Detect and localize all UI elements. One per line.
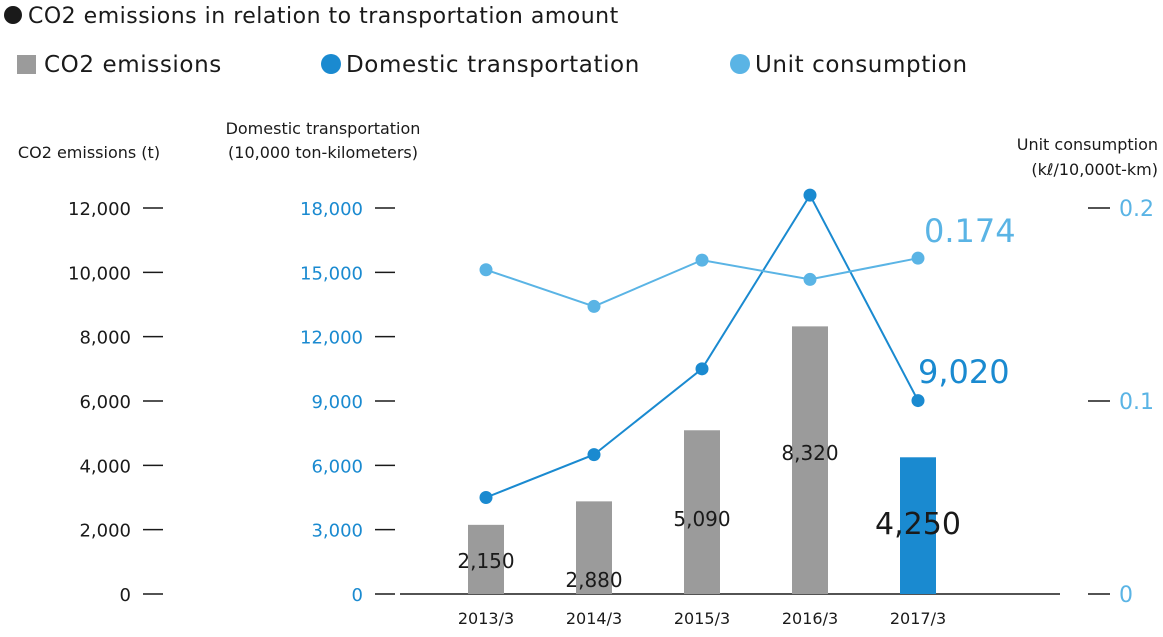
- point-unit: [695, 253, 709, 267]
- bar-labels: 2,150 2,880 5,090 8,320 4,250: [457, 441, 961, 592]
- domestic-last-value-label: 9,020: [918, 353, 1010, 391]
- bar-co2-2016-3: [792, 326, 828, 594]
- left-axis-tick-label: 6,000: [79, 392, 131, 413]
- middle-axis-tick-label: 12,000: [300, 328, 363, 349]
- bar-value-label: 4,250: [875, 507, 961, 542]
- bar-co2-2013-3: [468, 524, 504, 594]
- legend-label-co2: CO2 emissions: [44, 52, 222, 78]
- x-axis-category-label: 2013/3: [458, 609, 514, 628]
- left-axis-tick-label: 0: [120, 585, 131, 606]
- point-unit: [587, 299, 601, 313]
- bar-co2-2015-3: [684, 430, 720, 594]
- bar-co2-2017-3: [900, 457, 936, 594]
- middle-axis-tick-label: 0: [352, 585, 363, 606]
- middle-axis-tick-label: 18,000: [300, 199, 363, 220]
- x-axis-category-label: 2016/3: [782, 609, 838, 628]
- right-axis-tick-label: 0: [1119, 583, 1133, 608]
- legend-swatch-co2: [17, 55, 36, 74]
- point-unit: [911, 251, 925, 265]
- point-unit: [803, 272, 817, 286]
- left-axis-tick-label: 2,000: [79, 521, 131, 542]
- chart-title-group: CO2 emissions in relation to transportat…: [4, 4, 619, 29]
- chart-title: CO2 emissions in relation to transportat…: [28, 4, 619, 29]
- callout-labels: 9,020 0.174: [918, 212, 1016, 391]
- legend-label-domestic: Domestic transportation: [346, 52, 640, 78]
- left-axis-tick-label: 8,000: [79, 328, 131, 349]
- legend-swatch-domestic: [321, 54, 341, 74]
- point-domestic: [911, 394, 925, 408]
- middle-axis-title-line1: Domestic transportation: [226, 119, 421, 138]
- middle-axis-tick-label: 3,000: [311, 521, 363, 542]
- x-axis-category-label: 2014/3: [566, 609, 622, 628]
- title-bullet: [4, 6, 22, 24]
- bar-series-co2: [468, 326, 936, 594]
- middle-axis-title-line2: (10,000 ton-kilometers): [228, 143, 418, 162]
- bar-value-label: 2,880: [565, 568, 622, 592]
- middle-axis: 0 3,000 6,000 9,000 12,000 15,000 18,000: [300, 199, 395, 606]
- middle-axis-tick-label: 9,000: [311, 392, 363, 413]
- left-axis-tick-label: 10,000: [68, 263, 131, 284]
- bar-value-label: 5,090: [673, 507, 730, 531]
- right-axis-title-line2: (kℓ/10,000t-km): [1031, 160, 1158, 179]
- legend: CO2 emissions Domestic transportation Un…: [17, 52, 968, 78]
- legend-swatch-unit: [730, 54, 750, 74]
- x-axis-category-label: 2015/3: [674, 609, 730, 628]
- line-series-domestic: [479, 188, 925, 504]
- right-axis-tick-label: 0.2: [1119, 197, 1154, 222]
- right-axis: 0 0.1 0.2: [1088, 197, 1154, 608]
- middle-axis-tick-label: 15,000: [300, 263, 363, 284]
- line-series-unit: [479, 251, 925, 313]
- right-axis-title-line1: Unit consumption: [1017, 135, 1158, 154]
- middle-axis-tick-label: 6,000: [311, 456, 363, 477]
- point-unit: [479, 263, 493, 277]
- bar-co2-2014-3: [576, 501, 612, 594]
- left-axis-tick-label: 12,000: [68, 199, 131, 220]
- left-axis-title: CO2 emissions (t): [18, 143, 160, 162]
- point-domestic: [803, 188, 817, 202]
- left-axis: 0 2,000 4,000 6,000 8,000 10,000 12,000: [68, 199, 163, 606]
- left-axis-tick-label: 4,000: [79, 456, 131, 477]
- point-domestic: [695, 362, 709, 376]
- category-labels: 2013/3 2014/3 2015/3 2016/3 2017/3: [458, 609, 946, 628]
- right-axis-tick-label: 0.1: [1119, 390, 1154, 415]
- legend-label-unit: Unit consumption: [755, 52, 968, 78]
- point-domestic: [479, 491, 493, 504]
- point-domestic: [587, 448, 601, 462]
- bar-value-label: 2,150: [457, 549, 514, 573]
- bar-value-label: 8,320: [781, 441, 838, 465]
- unit-last-value-label: 0.174: [924, 212, 1016, 250]
- x-axis-category-label: 2017/3: [890, 609, 946, 628]
